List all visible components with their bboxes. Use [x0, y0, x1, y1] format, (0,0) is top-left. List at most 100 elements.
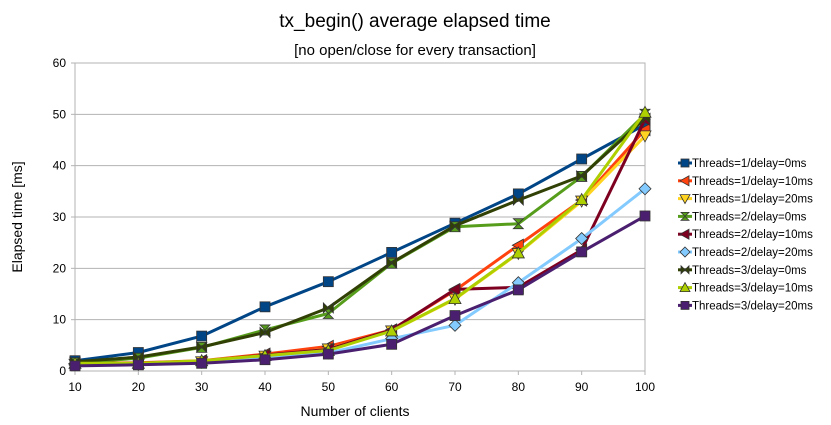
series-threads-3-delay-0ms — [69, 112, 651, 368]
data-point-marker — [386, 256, 398, 269]
legend-item: Threads=3/delay=20ms — [678, 300, 813, 312]
data-point-marker — [576, 246, 588, 258]
data-point-marker — [384, 324, 399, 337]
x-tick-label: 50 — [322, 380, 336, 394]
chart-subtitle: [no open/close for every transaction] — [294, 42, 536, 59]
series-threads-2-delay-0ms — [69, 108, 651, 369]
data-point-marker — [680, 300, 690, 310]
x-tick-label: 70 — [448, 380, 462, 394]
series-threads-1-delay-10ms — [68, 123, 651, 370]
data-point-marker — [638, 130, 652, 143]
data-point-marker — [449, 310, 461, 321]
data-point-marker — [679, 194, 691, 205]
series-line — [75, 111, 647, 365]
data-point-marker — [512, 218, 525, 230]
data-point-marker — [448, 318, 462, 332]
data-point-marker — [576, 169, 588, 182]
data-point-marker — [679, 228, 690, 240]
data-point-marker — [259, 354, 271, 366]
data-point-marker — [680, 264, 690, 275]
data-point-marker — [680, 158, 690, 168]
series-line — [74, 117, 647, 364]
legend-item: Threads=1/delay=0ms — [678, 158, 807, 170]
data-point-marker — [132, 359, 144, 371]
legend-item: Threads=2/delay=20ms — [678, 246, 813, 259]
data-point-marker — [196, 340, 208, 353]
data-point-marker — [196, 330, 208, 342]
data-point-marker — [639, 210, 651, 222]
legend-label: Threads=1/delay=10ms — [692, 176, 813, 188]
series-line — [74, 113, 647, 365]
data-point-marker — [680, 211, 690, 221]
legend-item: Threads=1/delay=10ms — [678, 175, 813, 188]
legend: Threads=1/delay=0ms Threads=1/delay=10ms T… — [678, 158, 813, 312]
x-axis-title: Number of clients — [301, 403, 410, 419]
legend-label: Threads=1/delay=20ms — [692, 194, 813, 206]
series-group — [68, 105, 652, 372]
data-point-marker — [512, 284, 524, 296]
y-tick-label: 0 — [59, 364, 66, 378]
data-point-marker — [511, 246, 526, 259]
series-threads-3-delay-20ms — [69, 210, 651, 372]
x-tick-label: 20 — [132, 380, 146, 394]
x-tick-label: 80 — [512, 380, 526, 394]
data-point-marker — [386, 247, 398, 258]
series-threads-3-delay-10ms — [68, 105, 652, 369]
x-tick-label: 30 — [195, 380, 209, 394]
data-point-marker — [679, 281, 691, 293]
legend-item: Threads=3/delay=0ms — [678, 265, 807, 277]
legend-item: Threads=3/delay=10ms — [678, 281, 813, 295]
series-line — [74, 128, 647, 365]
data-point-marker — [638, 105, 652, 118]
legend-label: Threads=1/delay=0ms — [692, 158, 807, 170]
data-point-marker — [448, 291, 462, 305]
y-tick-label: 10 — [53, 313, 67, 327]
series-line — [74, 118, 647, 366]
x-tick-label: 10 — [68, 380, 82, 394]
data-point-marker — [575, 231, 589, 246]
y-tick-label: 20 — [53, 261, 67, 275]
data-point-marker — [679, 246, 691, 258]
legend-item: Threads=2/delay=0ms — [678, 211, 807, 223]
y-tick-label: 50 — [53, 107, 67, 121]
legend-label: Threads=2/delay=20ms — [692, 247, 813, 259]
data-point-marker — [259, 326, 271, 339]
data-point-marker — [448, 282, 461, 297]
data-point-marker — [196, 357, 208, 369]
legend-item: Threads=1/delay=20ms — [678, 194, 813, 206]
y-axis-title: Elapsed time [ms] — [9, 161, 25, 272]
series-threads-2-delay-10ms — [68, 112, 651, 371]
legend-label: Threads=3/delay=20ms — [692, 300, 813, 312]
data-point-marker — [638, 182, 652, 196]
y-tick-label: 60 — [53, 56, 67, 70]
legend-label: Threads=3/delay=0ms — [692, 265, 807, 277]
x-tick-label: 100 — [635, 380, 655, 394]
legend-item: Threads=2/delay=10ms — [678, 228, 813, 241]
data-point-marker — [512, 194, 524, 207]
data-point-marker — [69, 360, 81, 372]
y-tick-label: 40 — [53, 159, 67, 173]
legend-label: Threads=3/delay=10ms — [692, 283, 813, 295]
data-point-marker — [322, 301, 334, 314]
legend-label: Threads=2/delay=0ms — [692, 211, 807, 223]
series-threads-1-delay-0ms — [69, 119, 651, 367]
data-point-marker — [322, 348, 334, 360]
series-line — [74, 123, 646, 363]
data-point-marker — [322, 276, 334, 288]
data-point-marker — [576, 153, 588, 165]
y-tick-label: 30 — [53, 210, 67, 224]
x-tick-label: 40 — [258, 380, 272, 394]
data-point-marker — [679, 175, 690, 187]
x-tick-label: 60 — [385, 380, 399, 394]
data-point-marker — [259, 301, 271, 313]
legend-label: Threads=2/delay=10ms — [692, 229, 813, 241]
x-tick-label: 90 — [575, 380, 589, 394]
data-point-marker — [574, 192, 589, 205]
chart-title: tx_begin() average elapsed time — [279, 11, 550, 32]
data-point-marker — [449, 219, 461, 232]
data-point-marker — [386, 338, 398, 350]
series-line — [74, 214, 646, 368]
series-threads-2-delay-20ms — [68, 182, 652, 372]
